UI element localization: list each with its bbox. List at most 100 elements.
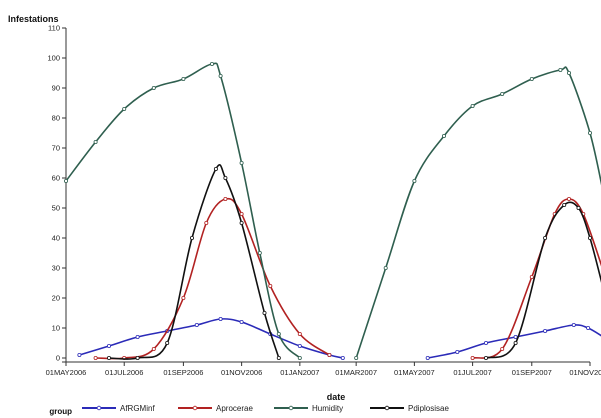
data-point-humidity xyxy=(354,355,359,360)
x-tick-label: 01MAR2007 xyxy=(335,368,377,377)
series-afrgminf xyxy=(77,316,601,360)
x-axis-label: date xyxy=(327,392,346,402)
data-point-aprocerae xyxy=(204,220,209,225)
data-point-pdiplosisae xyxy=(576,205,581,210)
data-point-aprocerae xyxy=(529,274,534,279)
x-axis: 01MAY2006 01JUL2006 01SEP2006 01NOV2006 01JA… xyxy=(46,361,601,377)
data-point-pdiplosisae xyxy=(543,235,548,240)
data-point-afrgminf xyxy=(297,343,302,348)
y-tick-label: 90 xyxy=(52,84,60,93)
data-point-humidity xyxy=(412,178,417,183)
legend-label-afrgminf: AfRGMinf xyxy=(120,404,155,413)
data-point-humidity xyxy=(297,355,302,360)
data-point-aprocerae xyxy=(181,295,186,300)
data-point-afrgminf xyxy=(513,334,518,339)
data-point-pdiplosisae xyxy=(239,220,244,225)
data-point-aprocerae xyxy=(500,346,505,351)
x-tick-label: 01NOV2007 xyxy=(569,368,601,377)
data-point-aprocerae xyxy=(567,196,572,201)
data-point-humidity xyxy=(122,107,127,112)
data-point-humidity xyxy=(151,86,156,91)
data-point-humidity xyxy=(441,133,446,138)
data-point-pdiplosisae xyxy=(588,235,593,240)
legend-label-pdiplosisae: Pdiplosisae xyxy=(408,404,449,413)
data-point-aprocerae xyxy=(239,211,244,216)
legend: group AfRGMinf Aprocerae Humidity Pdiplosis… xyxy=(49,404,449,416)
data-point-pdiplosisae xyxy=(262,310,267,315)
data-point-afrgminf xyxy=(135,334,140,339)
x-tick-label: 01JUL2006 xyxy=(105,368,143,377)
x-tick-label: 01MAY2007 xyxy=(394,368,435,377)
data-point-humidity xyxy=(588,130,593,135)
y-tick-label: 0 xyxy=(56,354,60,363)
legend-label-aprocerae: Aprocerae xyxy=(216,404,253,413)
y-tick-label: 10 xyxy=(52,324,60,333)
data-point-aprocerae xyxy=(268,283,273,288)
data-point-pdiplosisae xyxy=(107,355,112,360)
x-tick-label: 01SEP2007 xyxy=(512,368,552,377)
data-point-pdiplosisae xyxy=(483,355,488,360)
x-tick-label: 01JUL2007 xyxy=(453,368,491,377)
data-point-afrgminf xyxy=(543,328,548,333)
data-point-humidity xyxy=(383,265,388,270)
data-point-aprocerae xyxy=(223,196,228,201)
series-line-humidity xyxy=(65,62,301,359)
data-point-humidity xyxy=(276,331,281,336)
data-point-humidity xyxy=(209,62,214,67)
data-point-afrgminf xyxy=(425,355,430,360)
legend-title: group xyxy=(49,407,72,416)
data-point-afrgminf xyxy=(571,322,576,327)
data-point-afrgminf xyxy=(107,343,112,348)
data-point-humidity xyxy=(257,250,262,255)
y-tick-label: 60 xyxy=(52,174,60,183)
data-point-humidity xyxy=(218,74,223,79)
y-tick-label: 20 xyxy=(52,294,60,303)
data-point-aprocerae xyxy=(297,331,302,336)
data-point-humidity xyxy=(500,92,505,97)
series-line-humidity xyxy=(355,66,601,359)
data-point-afrgminf xyxy=(77,352,82,357)
legend-label-humidity: Humidity xyxy=(312,404,343,413)
data-point-humidity xyxy=(567,71,572,76)
x-tick-label: 01SEP2006 xyxy=(163,368,203,377)
data-point-aprocerae xyxy=(93,355,98,360)
y-tick-label: 70 xyxy=(52,144,60,153)
x-tick-label: 01JAN2007 xyxy=(280,368,319,377)
legend-marker-pdiplosisae xyxy=(384,405,390,411)
data-point-afrgminf xyxy=(455,349,460,354)
legend-marker-humidity xyxy=(288,405,294,411)
y-tick-label: 40 xyxy=(52,234,60,243)
data-point-afrgminf xyxy=(194,322,199,327)
data-point-afrgminf xyxy=(586,325,591,330)
data-point-humidity xyxy=(470,104,475,109)
data-point-pdiplosisae xyxy=(213,166,218,171)
data-point-pdiplosisae xyxy=(135,355,140,360)
data-point-humidity xyxy=(64,178,69,183)
data-point-humidity xyxy=(181,77,186,82)
y-tick-label: 110 xyxy=(48,24,60,33)
data-point-humidity xyxy=(239,160,244,165)
data-point-pdiplosisae xyxy=(513,340,518,345)
series-humidity xyxy=(64,62,601,360)
data-point-afrgminf xyxy=(483,340,488,345)
y-axis-label: Infestations xyxy=(8,14,59,24)
series-line-aprocerae xyxy=(472,198,601,359)
data-point-pdiplosisae xyxy=(562,202,567,207)
data-point-aprocerae xyxy=(470,355,475,360)
y-tick-label: 30 xyxy=(52,264,60,273)
data-point-aprocerae xyxy=(327,352,332,357)
legend-marker-aprocerae xyxy=(192,405,198,411)
data-point-humidity xyxy=(93,139,98,144)
y-tick-label: 100 xyxy=(47,54,60,63)
data-point-humidity xyxy=(558,68,563,73)
data-point-pdiplosisae xyxy=(276,355,281,360)
y-tick-label: 50 xyxy=(52,204,60,213)
x-tick-label: 01MAY2006 xyxy=(46,368,87,377)
data-point-aprocerae xyxy=(151,346,156,351)
data-point-pdiplosisae xyxy=(165,340,170,345)
data-point-pdiplosisae xyxy=(189,235,194,240)
data-point-afrgminf xyxy=(239,319,244,324)
data-point-pdiplosisae xyxy=(223,175,228,180)
x-tick-label: 01NOV2006 xyxy=(221,368,262,377)
